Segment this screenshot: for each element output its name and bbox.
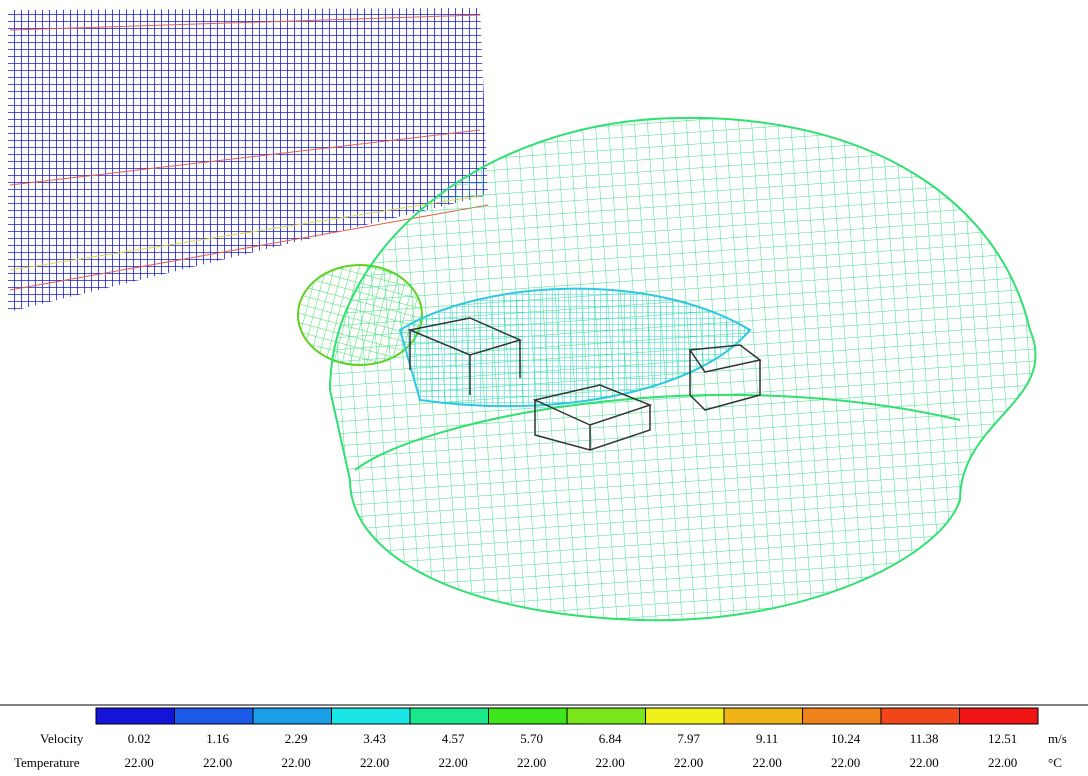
velocity-label: Velocity (40, 731, 84, 746)
velocity-value: 1.16 (206, 731, 229, 746)
color-swatch (646, 708, 725, 724)
color-swatch (881, 708, 960, 724)
temperature-unit: °C (1048, 755, 1062, 770)
color-swatch (410, 708, 489, 724)
temperature-value: 22.00 (831, 755, 860, 770)
color-swatch (332, 708, 411, 724)
velocity-value: 0.02 (128, 731, 151, 746)
color-swatch (803, 708, 882, 724)
legend: Velocity m/s Temperature °C 0.02 1.16 2.29… (14, 708, 1067, 770)
temperature-value: 22.00 (360, 755, 389, 770)
color-swatch (960, 708, 1039, 724)
velocity-value: 10.24 (831, 731, 861, 746)
temperature-value: 22.00 (596, 755, 625, 770)
velocity-value: 7.97 (677, 731, 700, 746)
color-swatch (724, 708, 803, 724)
velocity-value: 11.38 (910, 731, 939, 746)
velocity-value: 2.29 (285, 731, 308, 746)
color-swatch (175, 708, 254, 724)
velocity-unit: m/s (1048, 731, 1067, 746)
temperature-value: 22.00 (517, 755, 546, 770)
temperature-value: 22.00 (753, 755, 782, 770)
velocity-value: 6.84 (599, 731, 622, 746)
temperature-value: 22.00 (988, 755, 1017, 770)
color-swatch (489, 708, 568, 724)
temperature-value: 22.00 (674, 755, 703, 770)
cfd-view: Velocity m/s Temperature °C 0.02 1.16 2.29… (0, 0, 1088, 776)
color-swatch (253, 708, 332, 724)
temperature-value: 22.00 (910, 755, 939, 770)
velocity-value: 4.57 (442, 731, 465, 746)
velocity-value: 3.43 (363, 731, 386, 746)
color-swatch (96, 708, 175, 724)
temperature-value: 22.00 (203, 755, 232, 770)
velocity-value: 5.70 (520, 731, 543, 746)
temperature-label: Temperature (14, 755, 80, 770)
temperature-value: 22.00 (282, 755, 311, 770)
temperature-value: 22.00 (439, 755, 468, 770)
velocity-value: 12.51 (988, 731, 1017, 746)
color-swatch (567, 708, 646, 724)
velocity-value: 9.11 (756, 731, 778, 746)
temperature-value: 22.00 (125, 755, 154, 770)
